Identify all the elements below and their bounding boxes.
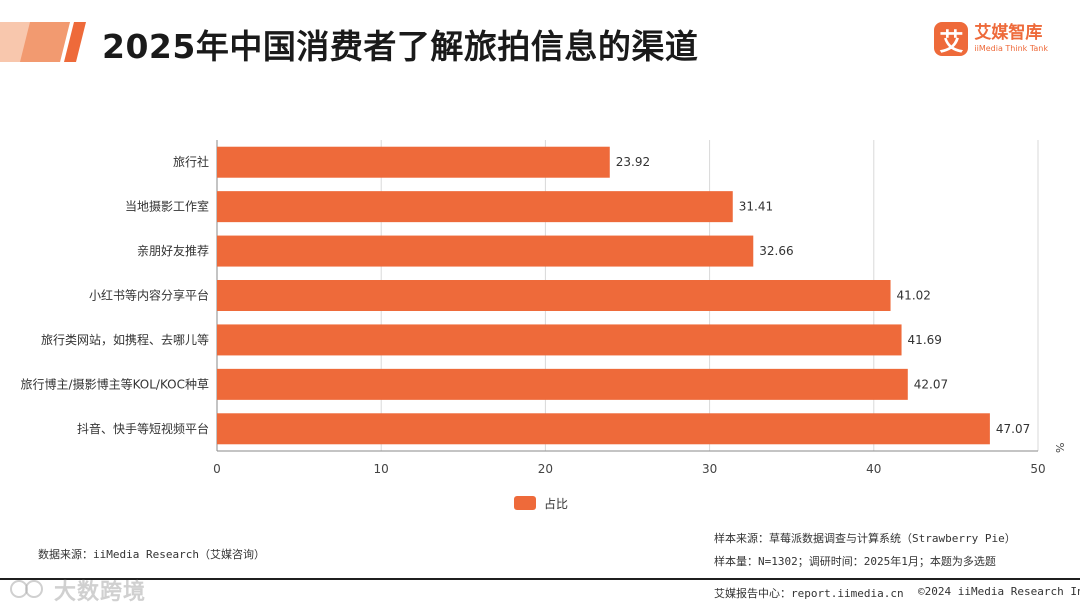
sample-source-note: 样本来源：草莓派数据调查与计算系统（Strawberry Pie） — [714, 532, 1016, 545]
x-tick-label: 20 — [538, 462, 553, 476]
title-accent-stripes — [0, 22, 86, 62]
brand-logo-icon: 艾 — [934, 22, 969, 56]
bar — [217, 368, 908, 400]
x-tick-label: 40 — [866, 462, 881, 476]
value-label: 47.07 — [996, 422, 1030, 436]
bar — [217, 191, 733, 223]
bar — [217, 324, 902, 356]
category-label: 当地摄影工作室 — [125, 199, 209, 214]
category-label: 抖音、快手等短视频平台 — [77, 421, 209, 436]
legend-label: 占比 — [544, 496, 568, 511]
bar — [217, 413, 990, 445]
data-source-note: 数据来源：iiMedia Research（艾媒咨询） — [38, 548, 265, 561]
value-label: 23.92 — [616, 155, 650, 169]
category-label: 小红书等内容分享平台 — [89, 288, 209, 303]
value-label: 41.02 — [897, 289, 931, 303]
report-center-link[interactable]: 艾媒报告中心：report.iimedia.cn — [714, 587, 904, 600]
brand-name: 艾媒智库 — [974, 23, 1043, 43]
x-tick-label: 10 — [374, 462, 389, 476]
bar — [217, 280, 891, 311]
x-tick-label: 30 — [702, 462, 717, 476]
value-label: 31.41 — [739, 200, 773, 214]
bar — [217, 146, 610, 178]
bar — [217, 235, 754, 267]
watermark-logo-icon — [10, 580, 43, 598]
category-label: 旅行社 — [173, 154, 209, 169]
x-axis-unit-label: % — [1054, 443, 1067, 453]
value-label: 32.66 — [759, 244, 793, 258]
brand-subtitle: iiMedia Think Tank — [974, 44, 1048, 53]
x-tick-label: 0 — [213, 462, 221, 476]
copyright-text: ©2024 iiMedia Research Inc — [918, 585, 1080, 598]
watermark-text: 大数跨境 — [54, 580, 147, 605]
x-tick-label: 50 — [1030, 462, 1045, 476]
category-label: 亲朋好友推荐 — [137, 244, 209, 258]
footer-divider — [0, 578, 1080, 580]
value-label: 42.07 — [914, 377, 948, 391]
sample-size-note: 样本量：N=1302；调研时间：2025年1月；本题为多选题 — [714, 555, 996, 568]
category-label: 旅行博主/摄影博主等KOL/KOC种草 — [21, 376, 209, 391]
brand-logo: 艾 艾媒智库 iiMedia Think Tank — [934, 22, 1048, 56]
category-label: 旅行类网站，如携程、去哪儿等 — [41, 332, 209, 347]
value-label: 41.69 — [908, 333, 942, 347]
legend-swatch — [514, 496, 536, 510]
page-title: 2025年中国消费者了解旅拍信息的渠道 — [102, 27, 699, 66]
